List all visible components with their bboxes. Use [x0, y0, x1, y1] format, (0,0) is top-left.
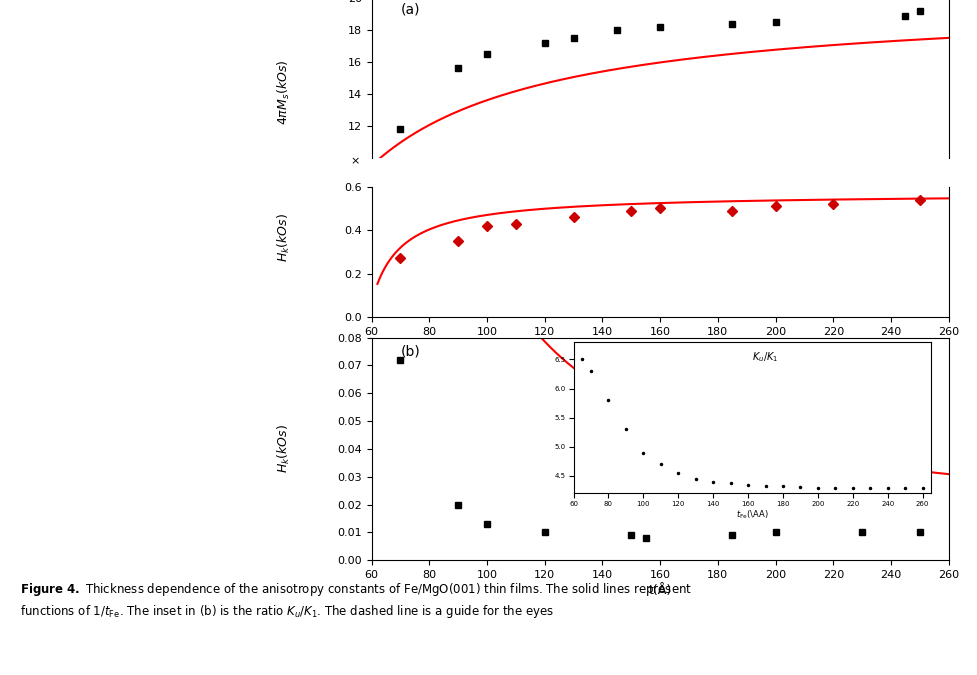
Text: $\mathbf{Figure\ 4.}$ Thickness dependence of the anisotropy constants of Fe/MgO: $\mathbf{Figure\ 4.}$ Thickness dependen… [20, 580, 691, 620]
Text: (a): (a) [401, 3, 419, 17]
Text: (b): (b) [401, 344, 420, 358]
Text: $\times$: $\times$ [350, 156, 360, 166]
Text: $H_k(kOs)$: $H_k(kOs)$ [276, 425, 291, 473]
Text: $4\pi M_s(kOs)$: $4\pi M_s(kOs)$ [276, 59, 291, 125]
X-axis label: t(Å): t(Å) [648, 584, 671, 597]
X-axis label: t(Å): t(Å) [648, 341, 671, 354]
Text: $H_k(kOs)$: $H_k(kOs)$ [276, 213, 291, 262]
